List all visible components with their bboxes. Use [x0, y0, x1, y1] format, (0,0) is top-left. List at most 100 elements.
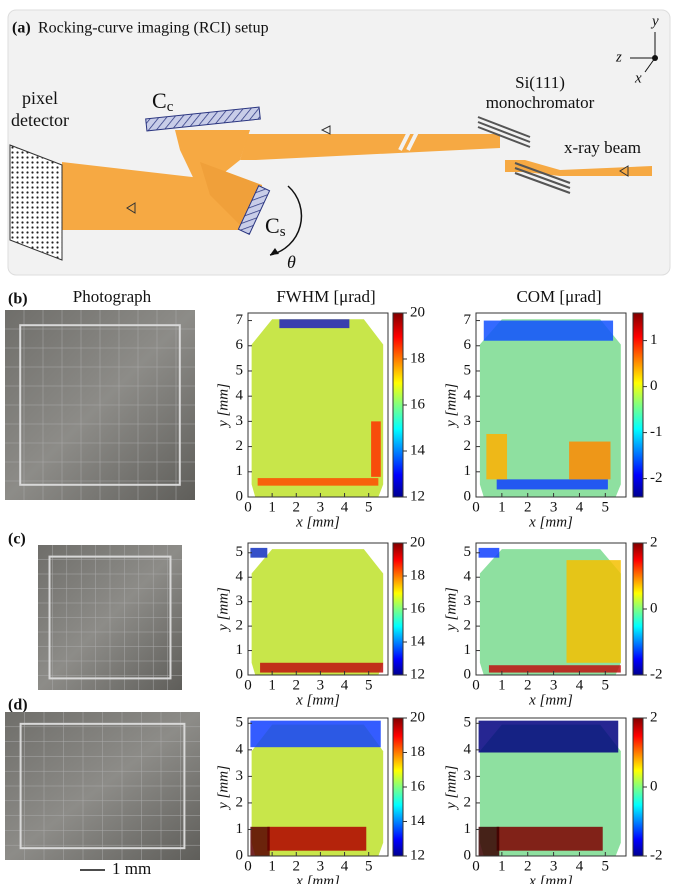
- colorbar-tick-label: 16: [410, 600, 426, 616]
- y-tick-label: 3: [236, 768, 244, 784]
- colorbar-tick-label: 14: [410, 633, 426, 649]
- y-tick-label: 2: [464, 438, 472, 454]
- y-tick-label: 2: [464, 794, 472, 810]
- colorbar-tick-label: 12: [410, 666, 425, 682]
- theta-label: θ: [287, 252, 296, 272]
- colorbar-tick-label: 18: [410, 350, 425, 366]
- x-tick-label: 3: [317, 858, 325, 874]
- y-axis-label: y [mm]: [215, 765, 231, 811]
- x-tick-label: 4: [341, 858, 349, 874]
- y-tick-label: 5: [236, 544, 244, 560]
- x-axis-label: x [mm]: [295, 692, 340, 708]
- scale-label: 1 mm: [112, 859, 151, 878]
- y-tick-label: 0: [464, 666, 472, 682]
- y-tick-label: 3: [464, 768, 472, 784]
- photo-title: Photograph: [73, 287, 152, 306]
- x-axis-label: x [mm]: [528, 692, 573, 708]
- map-title: FWHM [μrad]: [276, 287, 375, 306]
- x-tick-label: 2: [293, 858, 301, 874]
- y-tick-label: 4: [236, 388, 244, 404]
- y-tick-label: 0: [236, 488, 244, 504]
- y-tick-label: 1: [464, 642, 472, 658]
- x-tick-label: 5: [365, 858, 373, 874]
- y-tick-label: 1: [236, 642, 244, 658]
- y-tick-label: 1: [236, 821, 244, 837]
- map-feature: [479, 721, 619, 753]
- cs-sub: s: [280, 224, 286, 240]
- x-tick-label: 0: [244, 499, 252, 515]
- y-tick-label: 4: [236, 569, 244, 585]
- x-tick-label: 1: [268, 858, 276, 874]
- y-tick-label: 4: [464, 388, 472, 404]
- x-tick-label: 2: [524, 858, 532, 874]
- x-tick-label: 0: [244, 858, 252, 874]
- x-tick-label: 3: [317, 499, 325, 515]
- y-tick-label: 0: [236, 847, 244, 863]
- map-title: COM [μrad]: [516, 287, 601, 306]
- x-tick-label: 2: [524, 499, 532, 515]
- cc-sub: c: [167, 99, 174, 115]
- colorbar-tick-label: 18: [410, 744, 425, 760]
- y-tick-label: 2: [236, 794, 244, 810]
- y-tick-label: 0: [236, 666, 244, 682]
- y-tick-label: 3: [464, 413, 472, 429]
- x-axis-label: x [mm]: [295, 873, 340, 884]
- y-tick-label: 1: [464, 821, 472, 837]
- map-feature: [267, 827, 366, 851]
- y-tick-label: 3: [236, 413, 244, 429]
- x-tick-label: 1: [498, 858, 506, 874]
- x-axis-label: x [mm]: [528, 514, 573, 530]
- detector-label: pixel: [22, 88, 58, 108]
- y-tick-label: 4: [464, 741, 472, 757]
- map-image: [252, 549, 384, 675]
- x-tick-label: 0: [244, 677, 252, 693]
- y-axis-label: y [mm]: [443, 765, 459, 811]
- map-feature: [258, 478, 379, 486]
- y-tick-label: 2: [236, 438, 244, 454]
- y-tick-label: 1: [236, 463, 244, 479]
- panel-label: (a): [12, 20, 31, 37]
- y-axis-label: y [mm]: [443, 587, 459, 633]
- cc-main: C: [152, 88, 167, 113]
- colorbar-tick-label: 14: [410, 813, 426, 829]
- x-tick-label: 5: [365, 499, 373, 515]
- y-axis-label: y [mm]: [443, 383, 459, 429]
- x-tick-label: 5: [602, 499, 610, 515]
- y-tick-label: 2: [236, 618, 244, 634]
- y-tick-label: 7: [236, 312, 244, 328]
- coord-origin: [652, 55, 658, 61]
- colorbar-tick-label: 12: [410, 847, 425, 863]
- map-feature: [569, 442, 610, 480]
- colorbar-tick-label: 0: [650, 600, 658, 616]
- colorbar: [633, 718, 643, 856]
- x-tick-label: 3: [550, 858, 558, 874]
- colorbar: [633, 543, 643, 675]
- colorbar-tick-label: 16: [410, 778, 426, 794]
- map-feature: [250, 548, 267, 558]
- x-tick-label: 0: [472, 677, 480, 693]
- y-tick-label: 1: [464, 463, 472, 479]
- y-tick-label: 7: [464, 312, 472, 328]
- x-tick-label: 1: [498, 677, 506, 693]
- map-feature: [497, 479, 608, 489]
- x-tick-label: 4: [341, 499, 349, 515]
- x-tick-label: 0: [472, 499, 480, 515]
- colorbar-tick-label: 20: [410, 304, 425, 320]
- colorbar-tick-label: 2: [650, 534, 658, 550]
- map-feature: [484, 321, 613, 341]
- x-tick-label: 5: [602, 677, 610, 693]
- map-image: [252, 319, 384, 497]
- colorbar: [393, 718, 403, 856]
- panel-label: (d): [8, 697, 28, 714]
- y-tick-label: 0: [464, 488, 472, 504]
- y-tick-label: 3: [464, 593, 472, 609]
- colorbar: [633, 313, 643, 497]
- map-feature: [497, 827, 603, 851]
- y-tick-label: 6: [464, 337, 472, 353]
- beam-label: x-ray beam: [564, 138, 641, 157]
- map-feature: [486, 434, 507, 479]
- x-tick-label: 5: [602, 858, 610, 874]
- colorbar-tick-label: -2: [650, 847, 663, 863]
- y-tick-label: 5: [464, 544, 472, 560]
- x-tick-label: 1: [498, 499, 506, 515]
